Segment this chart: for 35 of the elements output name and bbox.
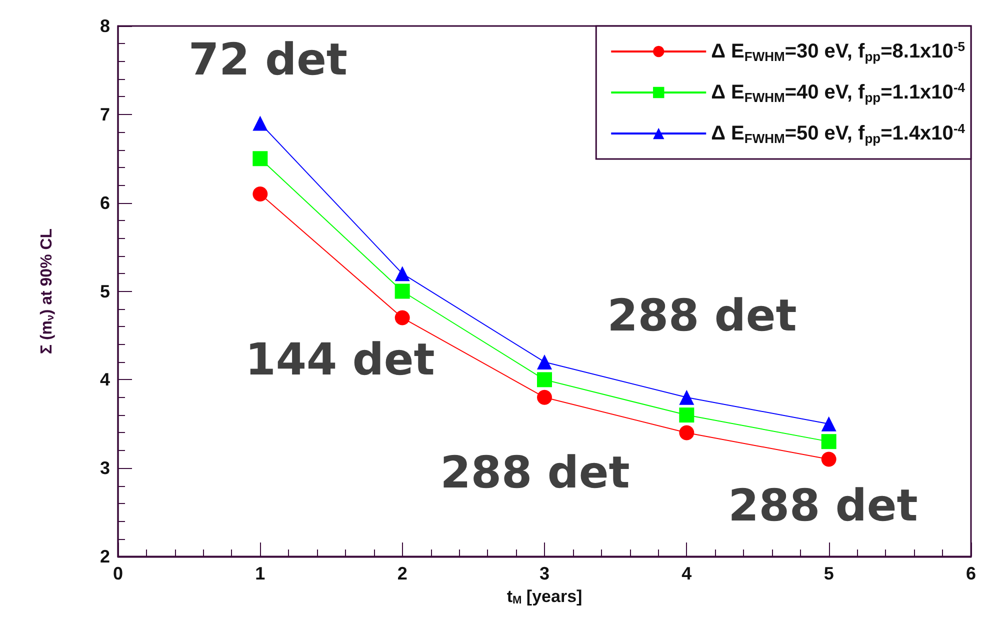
y-axis-title: Σ (mν) at 90% CL — [38, 228, 56, 354]
y-tick-label: 5 — [100, 281, 110, 302]
point — [252, 151, 268, 166]
x-tick-label: 5 — [824, 564, 834, 584]
x-tick-label: 1 — [255, 564, 266, 584]
y-tick-label: 2 — [100, 546, 110, 566]
y-tick-label: 4 — [100, 370, 110, 390]
point — [821, 434, 836, 450]
annotation: 72 det — [188, 34, 348, 86]
annotation: 288 det — [728, 480, 918, 532]
x-tick-label: 6 — [966, 564, 976, 584]
point — [679, 390, 694, 405]
annotation: 144 det — [245, 334, 435, 386]
point — [252, 186, 268, 202]
point — [821, 452, 836, 467]
point — [252, 116, 268, 131]
point — [394, 266, 410, 282]
point — [394, 310, 410, 326]
point — [679, 425, 694, 440]
point — [536, 354, 552, 370]
annotation: 288 det — [607, 290, 797, 342]
point — [536, 372, 552, 388]
annotation: 288 det — [440, 448, 630, 498]
y-tick-label: 7 — [100, 104, 110, 124]
point — [679, 408, 694, 423]
point — [821, 416, 836, 432]
x-tick-label: 4 — [682, 564, 692, 584]
y-tick-label: 6 — [100, 192, 110, 213]
x-tick-label: 0 — [112, 564, 124, 584]
point — [537, 390, 552, 405]
x-tick-label: 3 — [539, 564, 550, 584]
y-tick-label: 8 — [100, 16, 110, 36]
x-tick-label: 2 — [397, 564, 408, 584]
y-tick-label: 3 — [100, 458, 110, 478]
point — [394, 284, 410, 299]
